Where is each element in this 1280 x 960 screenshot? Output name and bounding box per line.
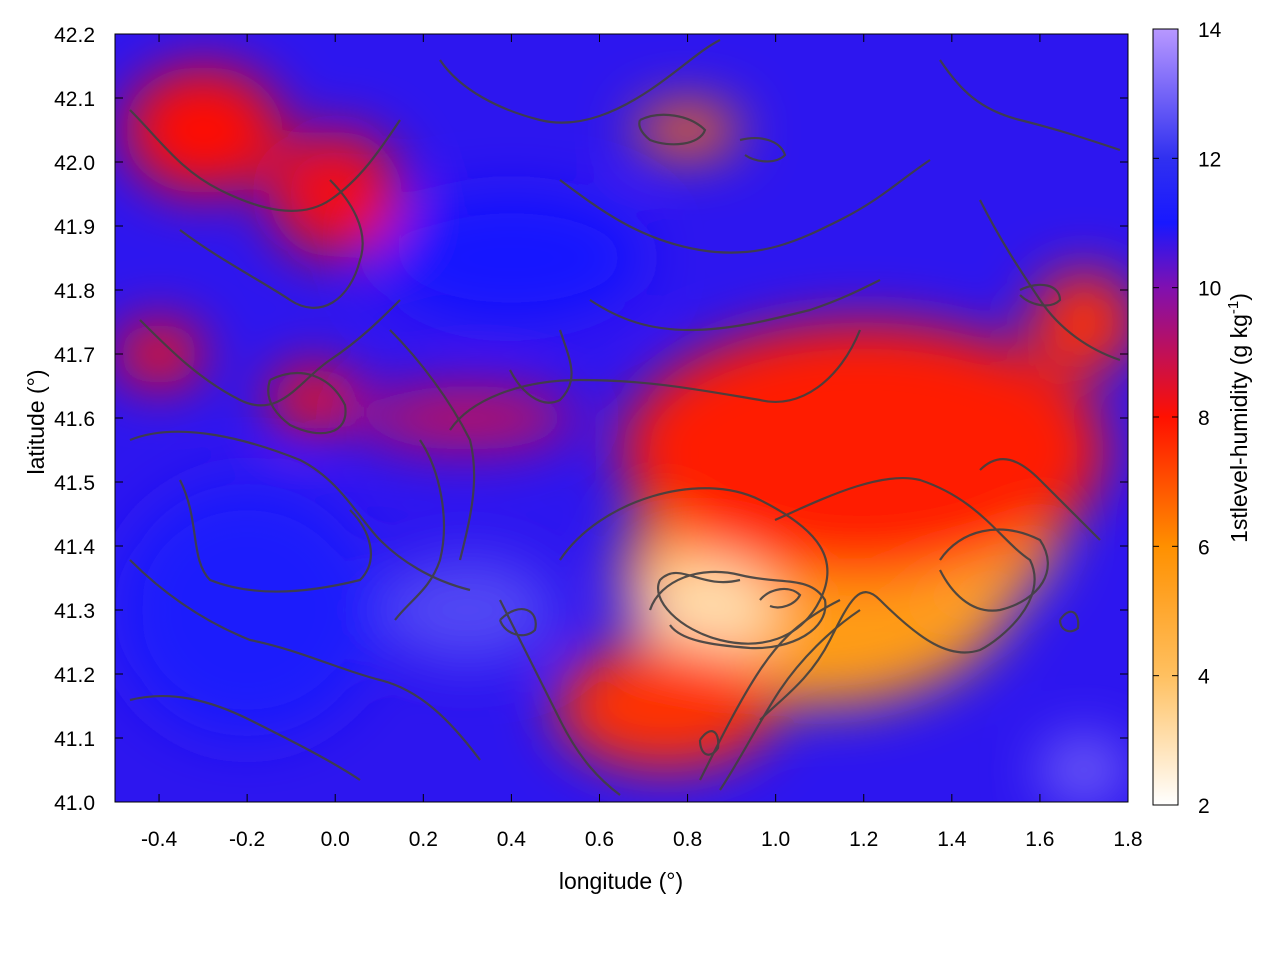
- colorbar-title: 1stlevel-humidity (g kg-1): [1225, 293, 1252, 543]
- contour-line: [638, 113, 707, 146]
- contour-line: [979, 458, 1101, 541]
- x-tick-label: -0.2: [229, 828, 265, 851]
- x-tick-labels: -0.4 -0.2 0.0 0.2 0.4 0.6 0.8 1.0 1.2 1.4 1.6 1.8: [141, 828, 1143, 851]
- y-tick-label: 41.1: [54, 728, 95, 751]
- colorbar-tick-marks: [1153, 28, 1178, 806]
- y-tick-label: 42.0: [54, 152, 95, 175]
- x-tick-label: -0.4: [141, 828, 178, 851]
- field-region: [634, 104, 741, 156]
- y-tick-label: 41.8: [54, 280, 95, 303]
- contour-line: [648, 570, 827, 650]
- contour-line: [979, 199, 1121, 362]
- x-tick-marks: [158, 34, 1129, 802]
- contour-line: [129, 694, 361, 781]
- contour-line: [1058, 610, 1080, 633]
- contour-line: [939, 59, 1121, 152]
- contour-line: [509, 329, 573, 404]
- contour-line: [589, 279, 881, 332]
- contour-line: [498, 608, 537, 637]
- contour-line: [759, 587, 802, 609]
- y-tick-label: 42.2: [54, 24, 95, 47]
- y-tick-labels: 41.0 41.1 41.2 41.3 41.4 41.5 41.6 41.7 41.8 41.9…: [54, 24, 95, 815]
- field-region: [621, 322, 1106, 578]
- contour-line: [139, 299, 401, 407]
- field-region: [643, 558, 776, 662]
- contour-line: [719, 609, 861, 791]
- colorbar-title-main: 1stlevel-humidity (g kg: [1226, 314, 1252, 543]
- y-tick-label: 41.9: [54, 216, 95, 239]
- x-axis-title: longitude (°): [559, 868, 683, 894]
- y-tick-label: 42.1: [54, 88, 95, 111]
- contour-line: [698, 730, 720, 756]
- contour-line: [129, 430, 471, 592]
- y-tick-label: 41.3: [54, 600, 95, 623]
- x-tick-label: 1.2: [849, 828, 878, 851]
- colorbar-tick-label: 2: [1198, 795, 1210, 818]
- colorbar-tick-label: 14: [1198, 19, 1222, 42]
- contour-lines: [129, 39, 1121, 796]
- contour-line: [449, 329, 862, 431]
- x-tick-label: 0.8: [673, 828, 702, 851]
- contour-line: [759, 476, 1036, 721]
- field-region: [357, 386, 578, 450]
- contour-line: [179, 179, 364, 309]
- field-region: [115, 482, 380, 738]
- colorbar-tick-label: 10: [1198, 278, 1221, 301]
- x-tick-label: 1.6: [1025, 828, 1054, 851]
- x-tick-label: 1.0: [761, 828, 790, 851]
- y-tick-label: 41.4: [54, 536, 95, 559]
- field-region: [1039, 738, 1128, 802]
- field-region: [115, 322, 204, 386]
- field-region: [123, 66, 283, 194]
- contour-line: [129, 559, 481, 761]
- contour-line: [394, 439, 446, 621]
- x-tick-label: 0.6: [585, 828, 614, 851]
- colorbar-tick-label: 12: [1198, 148, 1221, 171]
- y-tick-marks: [115, 33, 1128, 803]
- y-axis-title: latitude (°): [23, 369, 49, 474]
- x-tick-label: 1.4: [937, 828, 967, 851]
- y-tick-label: 41.7: [54, 344, 95, 367]
- y-tick-label: 41.0: [54, 792, 95, 815]
- x-tick-label: 0.4: [497, 828, 527, 851]
- colorbar-tick-label: 8: [1198, 407, 1210, 430]
- contour-line: [739, 137, 787, 163]
- x-tick-label: 1.8: [1113, 828, 1142, 851]
- colorbar-title-close: ): [1226, 293, 1252, 301]
- contour-line: [559, 159, 931, 254]
- y-tick-label: 41.6: [54, 408, 95, 431]
- colorbar-tick-label: 4: [1198, 666, 1210, 689]
- contour-line: [267, 372, 347, 435]
- x-tick-label: 0.0: [321, 828, 350, 851]
- field-region: [269, 366, 358, 431]
- contour-line: [499, 599, 621, 796]
- contour-line: [1019, 283, 1062, 307]
- y-tick-label: 41.5: [54, 472, 95, 495]
- field-region: [269, 130, 402, 258]
- contour-line: [129, 109, 401, 212]
- contour-line: [939, 528, 1049, 612]
- field-region: [379, 558, 556, 662]
- field-region: [1031, 270, 1128, 374]
- plot-area: [114, 33, 1129, 803]
- contour-line: [179, 479, 372, 593]
- colorbar-tick-label: 6: [1198, 536, 1210, 559]
- colorbar: 2 4 6 8 10 12 14 1stlevel-humidity (g kg-1): [1152, 19, 1252, 818]
- y-tick-label: 41.2: [54, 664, 95, 687]
- contour-line: [439, 39, 721, 124]
- x-tick-label: 0.2: [409, 828, 438, 851]
- colorbar-title-superscript: -1: [1225, 301, 1242, 314]
- colorbar-tick-labels: 2 4 6 8 10 12 14: [1198, 19, 1222, 818]
- contour-line: [389, 329, 476, 561]
- field-region: [379, 194, 644, 322]
